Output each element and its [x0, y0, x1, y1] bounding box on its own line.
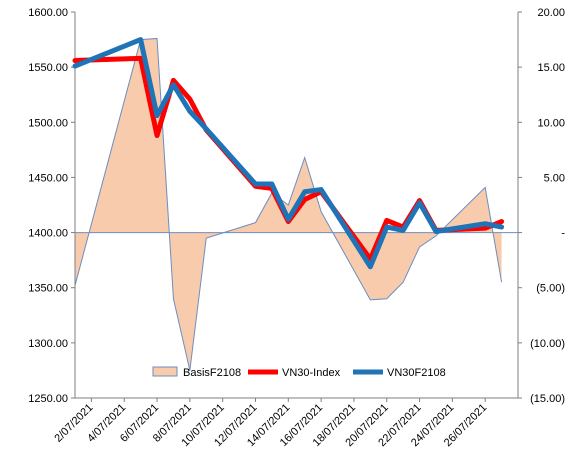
left-tick-label-6: 1550.00 [28, 62, 68, 74]
right-tick-label-0: (15.00) [530, 393, 565, 405]
right-tick-label-2: (5.00) [536, 283, 565, 295]
right-tick-label-1: (10.00) [530, 338, 565, 350]
left-tick-label-2: 1350.00 [28, 283, 68, 295]
left-tick-label-7: 1600.00 [28, 7, 68, 19]
legend-swatch-basis [152, 366, 178, 377]
lines-layer [72, 37, 505, 270]
legend-label-vn30-index: VN30-Index [282, 367, 341, 379]
basis-area [75, 38, 502, 371]
left-tick-label-3: 1400.00 [28, 228, 68, 240]
right-tick-label-7: 20.00 [537, 7, 565, 19]
right-tick-label-6: 15.00 [537, 62, 565, 74]
legend: BasisF2108 VN30-Index VN30F2108 [152, 366, 446, 379]
left-tick-label-0: 1250.00 [28, 393, 68, 405]
right-tick-label-4: 5.00 [544, 172, 565, 184]
right-tick-label-5: 10.00 [537, 117, 565, 129]
left-tick-label-4: 1450.00 [28, 172, 68, 184]
left-tick-label-1: 1300.00 [28, 338, 68, 350]
right-tick-label-3: - [561, 228, 565, 240]
left-tick-label-5: 1500.00 [28, 117, 68, 129]
legend-label-vn30f2108: VN30F2108 [387, 367, 446, 379]
legend-label-basis: BasisF2108 [183, 367, 241, 379]
series-line-vn30f2108 [72, 37, 505, 270]
basis-outline [74, 37, 503, 371]
basis-area-layer [74, 37, 503, 371]
